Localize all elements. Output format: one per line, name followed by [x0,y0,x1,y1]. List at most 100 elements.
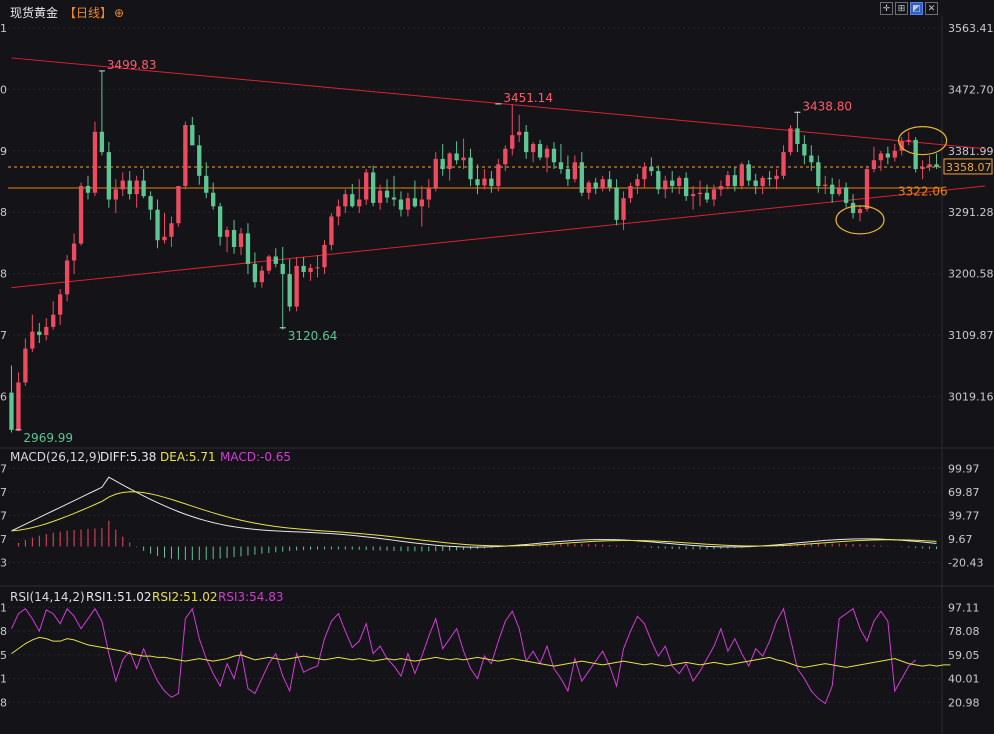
close-icon[interactable]: ✕ [925,2,938,15]
price-left-tick: 1 [0,22,7,35]
macd-diff-line [11,476,937,548]
candle-body [23,348,28,383]
candle-body [155,209,160,241]
instrument-name: 现货黄金 [10,6,59,20]
candle-body [231,230,237,247]
candle-body [148,196,153,210]
price-tick-label: 3563.41 [948,22,994,35]
price-left-tick: 8 [0,206,7,219]
rsi3-line [11,607,916,705]
candle-body [197,145,202,176]
candle-body [663,180,668,190]
macd-left-tick: 7 [0,486,7,499]
candle-body [823,184,828,186]
price-tick-label: 3109.87 [948,329,994,342]
candle-body [37,331,42,336]
period-label[interactable]: 【日线】 [64,6,113,20]
candle-body [357,199,362,207]
price-left-tick: 7 [0,329,7,342]
candle-body [843,187,849,203]
candle-body [565,169,571,180]
chart-mode-icon[interactable]: ◩ [910,2,923,15]
candle-body [58,294,63,315]
candle-body [795,128,800,144]
candle-body [294,265,299,307]
candle-body [475,179,480,186]
candle-body [391,197,397,200]
candle-body [384,190,390,198]
candle-body [767,177,772,180]
macd-tick-label: 99.97 [948,462,980,475]
candle-body [809,155,814,163]
candle-body [106,152,112,200]
candle-body [141,180,146,197]
candle-body [635,179,640,186]
expand-icon[interactable]: ⊞ [895,2,908,15]
candle-body [183,125,188,186]
candle-body [224,230,230,237]
crosshair-icon[interactable]: ✛ [880,2,893,15]
candle-body [120,180,125,190]
candle-body [690,194,696,197]
candle-body [711,189,717,200]
rsi-legend-rsi2: RSI2:51.02 [152,590,218,604]
trendline [11,57,986,150]
candle-body [836,187,842,195]
candle-body [287,274,292,307]
candle-body [377,190,383,203]
candle-body [433,158,438,189]
macd-tick-label: 69.87 [948,486,980,499]
candle-body [920,167,925,170]
candle-body [579,162,584,193]
macd-legend-dea: DEA:5.71 [160,450,216,464]
highlight-ellipse [835,205,885,235]
candle-body [489,178,494,186]
candle-body [308,267,313,273]
candle-body [586,182,591,193]
candle-body [405,198,411,210]
candle-body [781,152,786,176]
annotation-label: 2969.99 [23,431,73,445]
candle-body [878,153,884,161]
macd-left-tick: 3 [0,557,7,570]
support-price-label: 3322.06 [898,184,948,198]
candle-body [628,185,633,199]
price-tick-label: 3472.70 [948,83,994,96]
candle-body [857,209,863,214]
last-price-tag [943,158,993,175]
candle-body [600,179,605,189]
macd-left-tick: 7 [0,509,7,522]
candle-body [30,331,35,349]
candle-body [99,131,105,153]
gear-plus-icon[interactable]: ⊕ [114,6,125,20]
candle-body [127,180,132,195]
macd-legend-diff: DIFF:5.38 [100,450,156,464]
macd-dea-line [11,491,937,547]
macd-tick-label: 9.67 [948,533,973,546]
price-left-tick: 6 [0,391,7,404]
candle-body [482,178,487,186]
candle-body [656,171,661,190]
candle-body [850,202,856,214]
candle-body [176,185,181,224]
price-tick-label: 3200.58 [948,268,994,281]
candle-body [9,392,14,430]
candle-body [732,175,737,186]
rsi-title: RSI(14,14,2) [10,590,85,604]
candle-body [746,164,751,181]
candle-body [329,216,334,245]
candle-body [510,135,515,149]
candle-body [725,175,731,186]
candle-body [864,169,870,210]
candle-body [607,179,612,188]
candle-body [899,141,904,151]
candle-body [398,199,404,210]
candle-body [816,162,821,186]
candle-body [78,185,84,244]
candle-body [649,167,654,172]
macd-legend-macd: MACD:-0.65 [220,450,291,464]
candle-body [906,139,911,142]
candle-body [336,206,341,217]
candle-body [217,206,223,237]
